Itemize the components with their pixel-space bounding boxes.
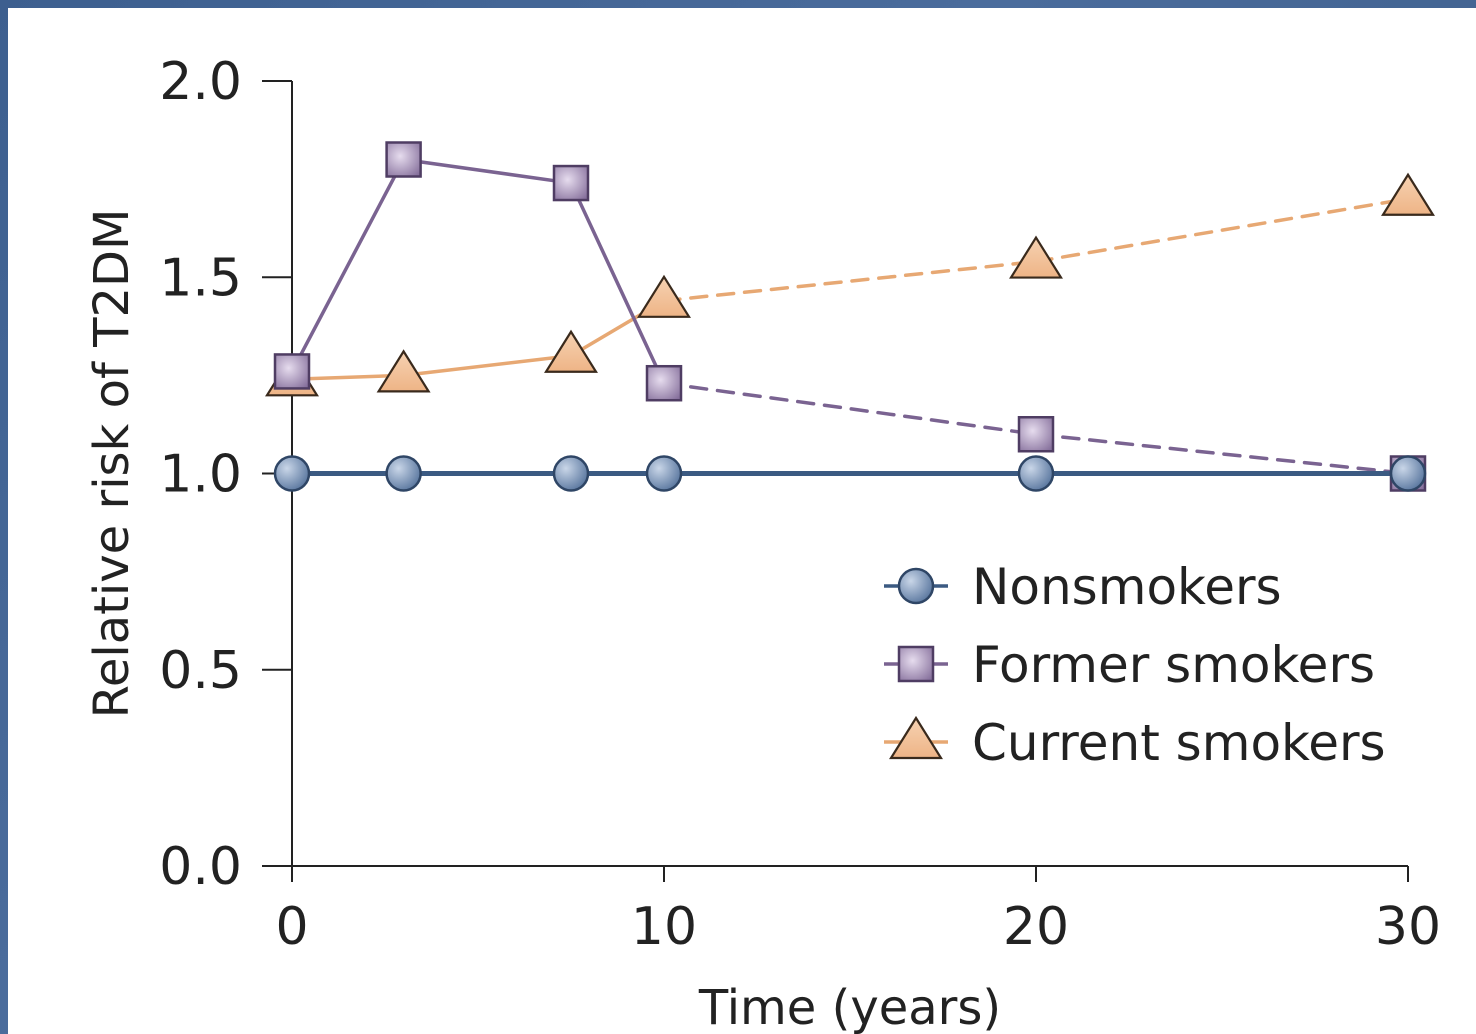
series-1-point (385, 141, 422, 178)
series-2-segment (662, 259, 1038, 303)
series-2-segment (1034, 197, 1410, 264)
y-tick-label: 0.5 (159, 641, 242, 701)
y-axis-title: Relative risk of T2DM (84, 209, 140, 719)
line-chart: 0.0 0.5 1.0 1.5 2.0 0 10 20 30 Time (years) Relati… (84, 52, 1441, 1034)
legend-marker-circle (897, 567, 935, 605)
y-tick-label: 1.0 (159, 445, 242, 505)
series-0-point (273, 455, 311, 492)
series-2-segment (401, 354, 573, 378)
series-0-point (1017, 455, 1055, 492)
x-tick-label: 30 (1375, 897, 1441, 957)
x-axis-title: Time (years) (698, 980, 1001, 1034)
legend-label: Former smokers (972, 636, 1375, 694)
series-1-segment (569, 181, 666, 385)
series-1-segment (290, 157, 406, 374)
legend: Nonsmokers Former smokers Current smokers (884, 558, 1386, 772)
y-tick-label: 2.0 (159, 52, 242, 112)
series-2-segment (290, 373, 406, 382)
legend-label: Nonsmokers (972, 558, 1282, 616)
series-1-point (645, 364, 683, 402)
series-1-point (552, 164, 590, 202)
series-2-point (1009, 235, 1063, 279)
series-layer (265, 141, 1435, 492)
series-0-point (552, 455, 590, 492)
series-0-point (1389, 455, 1427, 492)
series-2-point (637, 274, 691, 318)
series-1-point (1017, 416, 1055, 453)
x-tick-label: 20 (1003, 897, 1069, 957)
series-0-point (385, 455, 422, 492)
series-2-point (544, 329, 598, 373)
x-tick-label: 0 (275, 897, 308, 957)
chart-panel: 0.0 0.5 1.0 1.5 2.0 0 10 20 30 Time (years) Relati… (8, 8, 1476, 1034)
series-2-point (376, 349, 431, 393)
series-1-segment (1034, 432, 1410, 476)
y-tick-label: 1.5 (159, 248, 242, 308)
x-tick-label: 10 (631, 897, 697, 957)
series-1-segment (662, 381, 1038, 436)
legend-label: Current smokers (972, 714, 1386, 772)
series-0-point (645, 455, 683, 492)
legend-marker-square (897, 645, 935, 683)
series-1-segment (401, 157, 573, 185)
legend-marker-triangle (889, 715, 943, 760)
y-tick-label: 0.0 (159, 837, 242, 897)
axes: 0.0 0.5 1.0 1.5 2.0 0 10 20 30 Time (years) Relati… (84, 52, 1441, 1034)
series-1-point (273, 353, 311, 390)
series-2-point (1381, 172, 1435, 216)
